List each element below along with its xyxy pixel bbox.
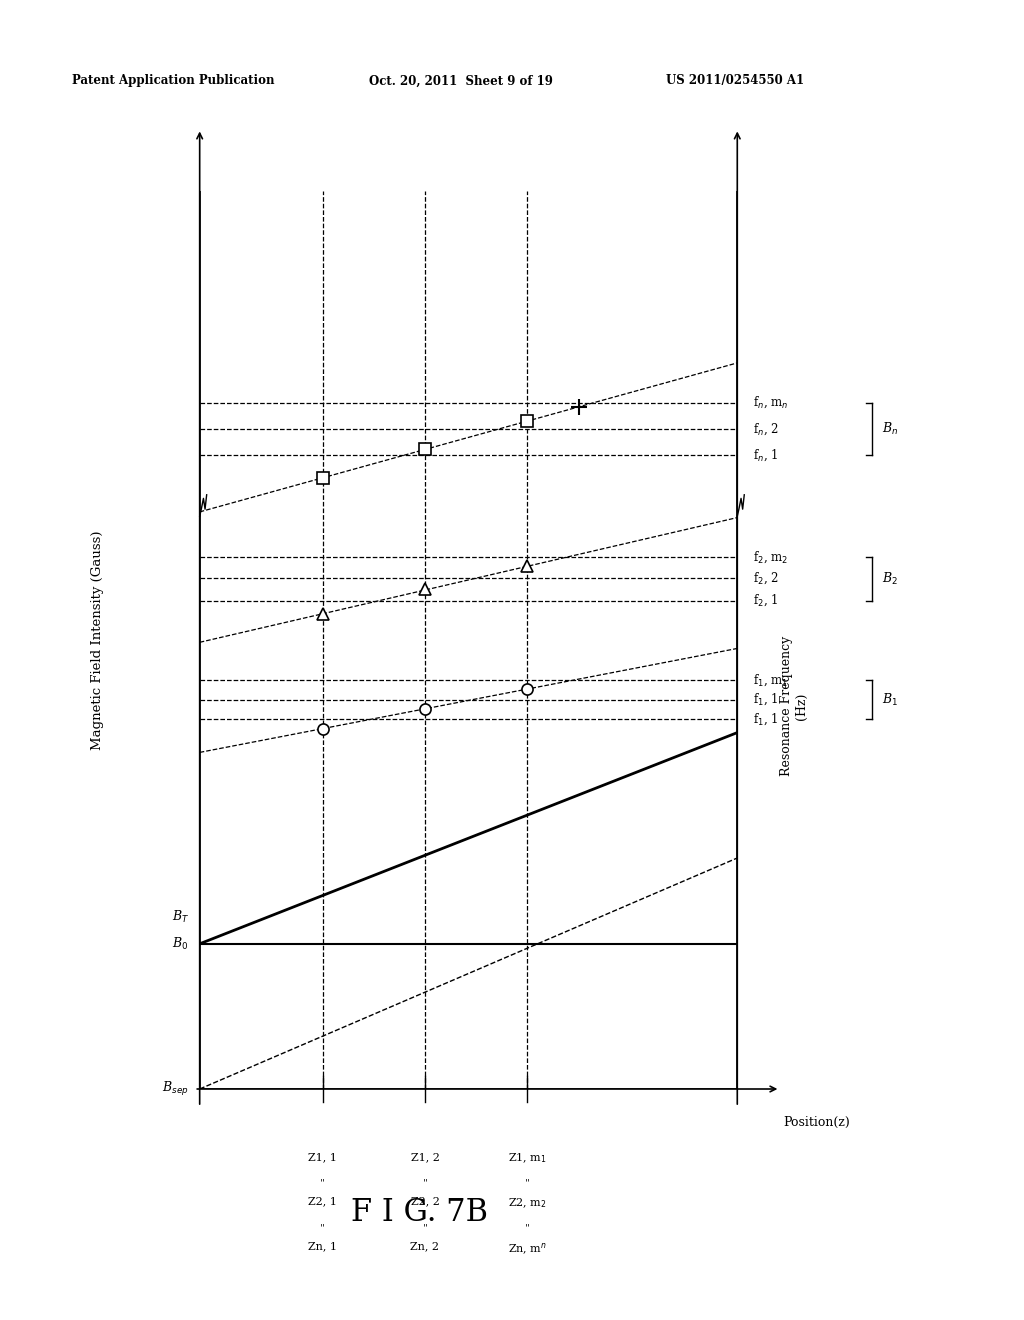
- Text: ": ": [525, 1224, 529, 1233]
- Text: ": ": [423, 1224, 427, 1233]
- Text: f$_n$, 1: f$_n$, 1: [754, 447, 778, 463]
- Text: Zn, 1: Zn, 1: [308, 1242, 337, 1251]
- Text: ": ": [525, 1179, 529, 1188]
- Text: B$_{sep}$: B$_{sep}$: [163, 1080, 188, 1098]
- Text: Z2, 1: Z2, 1: [308, 1197, 337, 1206]
- Text: Z2, 2: Z2, 2: [411, 1197, 439, 1206]
- Text: Position(z): Position(z): [783, 1115, 850, 1129]
- Text: f$_n$, m$_n$: f$_n$, m$_n$: [754, 395, 788, 411]
- Text: B$_n$: B$_n$: [883, 421, 899, 437]
- Text: ": ": [423, 1179, 427, 1188]
- Text: B$_2$: B$_2$: [883, 570, 898, 587]
- Text: Patent Application Publication: Patent Application Publication: [72, 74, 274, 87]
- Text: Magnetic Field Intensity (Gauss): Magnetic Field Intensity (Gauss): [91, 531, 103, 750]
- Text: ": ": [321, 1179, 325, 1188]
- Text: B$_1$: B$_1$: [883, 692, 899, 708]
- Text: US 2011/0254550 A1: US 2011/0254550 A1: [666, 74, 804, 87]
- Text: Zn, m$^n$: Zn, m$^n$: [508, 1242, 547, 1257]
- Text: Z1, 2: Z1, 2: [411, 1152, 439, 1162]
- Text: Oct. 20, 2011  Sheet 9 of 19: Oct. 20, 2011 Sheet 9 of 19: [369, 74, 553, 87]
- Text: ": ": [321, 1224, 325, 1233]
- Text: Z1, 1: Z1, 1: [308, 1152, 337, 1162]
- Text: f$_2$, m$_2$: f$_2$, m$_2$: [754, 549, 788, 565]
- Text: Z2, m$_2$: Z2, m$_2$: [508, 1197, 547, 1210]
- Text: Z1, m$_1$: Z1, m$_1$: [508, 1152, 547, 1166]
- Text: F I G. 7B: F I G. 7B: [351, 1197, 488, 1228]
- Text: Resonance Frequency
(Hz): Resonance Frequency (Hz): [779, 636, 808, 776]
- Text: f$_1$, m$_1$: f$_1$, m$_1$: [754, 672, 788, 688]
- Text: f$_1$, 1: f$_1$, 1: [754, 692, 778, 708]
- Text: B$_T$: B$_T$: [171, 909, 188, 925]
- Text: f$_2$, 2: f$_2$, 2: [754, 570, 779, 586]
- Text: f$_n$, 2: f$_n$, 2: [754, 421, 779, 437]
- Text: Zn, 2: Zn, 2: [411, 1242, 439, 1251]
- Text: B$_0$: B$_0$: [172, 936, 188, 952]
- Text: f$_2$, 1: f$_2$, 1: [754, 593, 778, 609]
- Text: f$_1$, 1: f$_1$, 1: [754, 711, 778, 727]
